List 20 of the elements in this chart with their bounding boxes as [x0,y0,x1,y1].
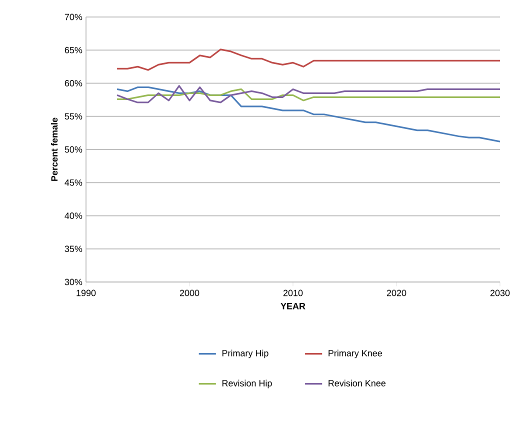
y-tick-label: 70% [64,14,82,20]
y-tick-label: 55% [64,113,82,120]
x-tick-label: 2000 [180,290,200,296]
legend-label: Revision Hip [222,380,272,388]
y-tick-label: 60% [64,80,82,86]
x-axis-title: YEAR [280,303,306,310]
y-tick-label: 45% [64,179,82,186]
y-tick-label: 50% [64,146,82,153]
x-tick-label: 2020 [386,290,406,296]
y-tick-label: 35% [64,246,82,252]
legend-label: Primary Hip [222,350,268,358]
y-tick-label: 40% [64,212,82,219]
legend-label: Revision Knee [328,380,386,386]
x-tick-label: 1990 [76,290,96,296]
y-tick-label: 30% [64,278,82,286]
legend-label: Primary Knee [328,350,382,358]
x-tick-label: 2010 [283,290,303,296]
y-tick-label: 65% [64,46,82,54]
x-tick-label: 2030 [490,290,510,296]
y-axis-title: Percent female [50,118,58,181]
